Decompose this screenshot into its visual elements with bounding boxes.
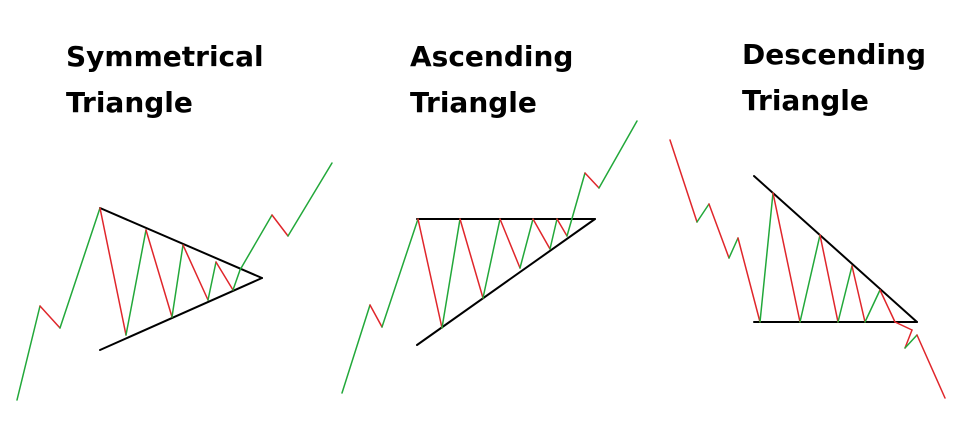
ascending-price-down-segment: [556, 218, 568, 237]
ascending-price-down-segment: [499, 218, 521, 269]
symmetrical-triangle-panel: [16, 162, 333, 401]
ascending-title-line2: Triangle: [410, 86, 537, 119]
symmetrical-upper-trendline: [99, 207, 263, 279]
ascending-price-down-segment: [459, 218, 484, 299]
descending-price-down-segment: [772, 192, 801, 323]
symmetrical-triangle-title: Symmetrical Triangle: [66, 34, 264, 126]
descending-price-down-segment: [851, 265, 866, 323]
descending-title-line1: Descending: [742, 38, 927, 71]
descending-price-up-segment: [696, 203, 710, 223]
descending-price-down-segment: [879, 289, 896, 323]
descending-triangle-title: Descending Triangle: [742, 32, 926, 124]
descending-price-down-segment: [669, 139, 698, 223]
symmetrical-price-up-segment: [239, 214, 273, 271]
descending-price-down-segment: [894, 321, 913, 331]
ascending-price-up-segment: [566, 172, 586, 237]
symmetrical-price-down-segment: [182, 244, 209, 301]
ascending-triangle-panel: [341, 120, 638, 394]
ascending-title-line1: Ascending: [410, 40, 574, 73]
symmetrical-price-up-segment: [125, 229, 147, 336]
symmetrical-lower-trendline: [99, 277, 263, 351]
symmetrical-price-down-segment: [145, 229, 173, 318]
descending-price-down-segment: [737, 237, 761, 323]
ascending-price-down-segment: [584, 172, 600, 189]
descending-triangle-panel: [669, 139, 946, 399]
symmetrical-title-line2: Triangle: [66, 86, 193, 119]
ascending-price-up-segment: [441, 218, 461, 329]
descending-price-down-segment: [916, 334, 946, 399]
descending-resistance-trendline: [753, 175, 918, 323]
symmetrical-price-up-segment: [207, 261, 217, 301]
symmetrical-price-up-segment: [59, 207, 101, 329]
descending-price-down-segment: [904, 329, 913, 349]
descending-price-up-segment: [837, 265, 853, 323]
symmetrical-price-down-segment: [99, 207, 127, 336]
descending-title-line2: Triangle: [742, 84, 869, 117]
symmetrical-title-line1: Symmetrical: [66, 40, 264, 73]
descending-price-down-segment: [708, 203, 730, 259]
descending-price-down-segment: [819, 234, 839, 323]
ascending-price-up-segment: [381, 218, 419, 328]
ascending-price-up-segment: [341, 304, 371, 394]
symmetrical-price-up-segment: [287, 162, 333, 237]
symmetrical-price-down-segment: [39, 305, 61, 329]
ascending-price-down-segment: [369, 304, 383, 328]
symmetrical-price-down-segment: [215, 261, 234, 291]
descending-price-up-segment: [728, 237, 739, 259]
symmetrical-price-up-segment: [16, 305, 41, 401]
ascending-price-up-segment: [519, 218, 534, 269]
ascending-triangle-title: Ascending Triangle: [410, 34, 573, 126]
ascending-price-down-segment: [417, 218, 443, 329]
descending-price-up-segment: [864, 289, 881, 323]
symmetrical-price-down-segment: [271, 214, 289, 237]
symmetrical-price-up-segment: [232, 269, 241, 291]
ascending-price-down-segment: [532, 218, 551, 250]
symmetrical-price-up-segment: [171, 244, 184, 318]
ascending-price-up-segment: [549, 218, 558, 250]
ascending-support-trendline: [416, 218, 596, 346]
descending-price-up-segment: [759, 192, 774, 323]
ascending-price-up-segment: [598, 120, 638, 189]
ascending-price-up-segment: [482, 218, 501, 299]
descending-price-up-segment: [904, 334, 918, 349]
descending-price-up-segment: [799, 234, 821, 323]
